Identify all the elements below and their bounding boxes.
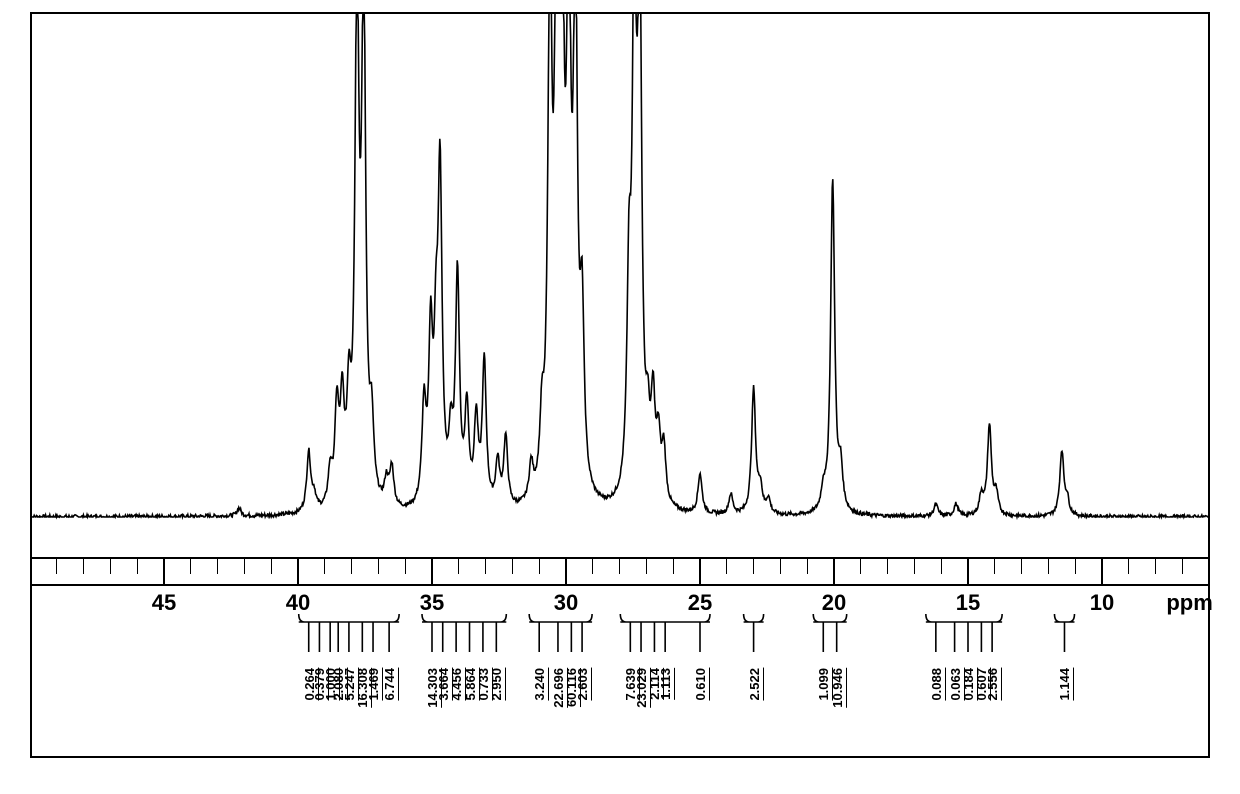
nmr-spectrum-figure: 4540353025201510ppm 0.2640.3791.0002.080… (0, 0, 1240, 782)
plot-frame (30, 12, 1210, 758)
